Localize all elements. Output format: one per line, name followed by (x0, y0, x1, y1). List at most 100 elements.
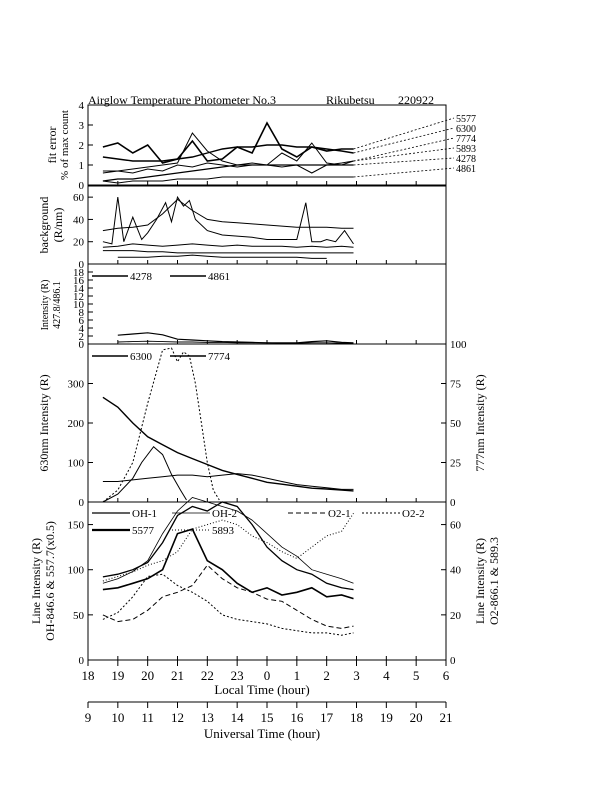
series-fit_error-7774 (102, 132, 354, 172)
series-fit_error-6300 (102, 144, 354, 162)
y-tick-label: 40 (73, 214, 85, 226)
figure-title: Airglow Temperature Photometer No.3 (88, 93, 276, 107)
y-tick-label: 0 (79, 180, 85, 192)
legend-label: 6300 (130, 351, 153, 363)
y-right-tick-label: 0 (450, 497, 456, 509)
ut-tick-label: 21 (440, 710, 453, 725)
series-oxygen-6300 (102, 396, 354, 492)
legend-label: OH-2 (212, 508, 237, 520)
lt-tick-label: 22 (201, 668, 214, 683)
y-right-tick-label: 20 (450, 610, 462, 622)
ut-tick-label: 15 (261, 710, 274, 725)
y-right-tick-label: 100 (450, 339, 467, 351)
ut-tick-label: 19 (380, 710, 393, 725)
y-tick-label: 1 (79, 160, 85, 172)
y-tick-label: 16 (73, 275, 85, 287)
y-tick-label: 60 (73, 192, 85, 204)
series-intensity_blue-4861 (117, 340, 354, 344)
data-series (102, 121, 354, 636)
ylabel-fit-error: fit error (45, 127, 59, 164)
ut-tick-label: 14 (231, 710, 245, 725)
xlabel-local-time: Local Time (hour) (214, 682, 309, 697)
ylabel-line-intensity-right-2: O2-866.1 & 589.3 (487, 537, 501, 625)
legend-label: 5577 (132, 525, 155, 537)
series-oxygen-6300-early (102, 445, 187, 503)
y-tick-label: 18 (73, 267, 85, 279)
leader-line (353, 137, 455, 162)
lt-tick-label: 23 (231, 668, 244, 683)
ylabel-line-intensity: Line Intensity (R) (29, 538, 43, 624)
y-right-tick-label: 60 (450, 520, 462, 532)
leader-line (353, 117, 455, 150)
lt-tick-label: 1 (294, 668, 301, 683)
lt-tick-label: 4 (383, 668, 390, 683)
xlabel-universal-time: Universal Time (hour) (204, 726, 320, 741)
leader-line (353, 157, 455, 166)
lt-tick-label: 21 (171, 668, 184, 683)
right-series-label: 6300 (456, 124, 476, 135)
y-tick-label: 150 (68, 520, 85, 532)
ut-tick-label: 18 (350, 710, 363, 725)
y-tick-label: 200 (68, 418, 85, 430)
series-background-bg1 (102, 195, 354, 245)
legend-label: 4278 (130, 271, 153, 283)
ylabel-oxygen-right: 777nm Intensity (R) (473, 374, 487, 471)
leader-line (353, 127, 455, 154)
series-line_intensity-o2-2 (102, 573, 354, 636)
ut-tick-label: 12 (171, 710, 184, 725)
series-background-bg2 (102, 198, 354, 232)
lt-tick-label: 18 (82, 668, 95, 683)
figure-date: 220922 (398, 93, 434, 107)
y-tick-label: 100 (68, 565, 85, 577)
series-line_intensity-oh-2 (102, 497, 354, 584)
ut-tick-label: 10 (111, 710, 124, 725)
series-fit_error-4861 (102, 176, 354, 184)
ylabel-oxygen: 630nm Intensity (R) (37, 374, 51, 471)
ut-tick-label: 16 (290, 710, 304, 725)
ut-tick-label: 9 (85, 710, 92, 725)
y-right-tick-label: 0 (450, 655, 456, 667)
y-right-tick-label: 25 (450, 458, 462, 470)
legend-label: O2-1 (328, 508, 351, 520)
lt-tick-label: 3 (353, 668, 360, 683)
y-tick-label: 3 (79, 120, 85, 132)
legend-label: 4861 (208, 271, 230, 283)
y-tick-label: 0 (79, 339, 85, 351)
series-fit_error-4278 (102, 164, 354, 182)
lt-tick-label: 5 (413, 668, 420, 683)
series-intensity_blue-4278 (117, 332, 354, 344)
y-tick-label: 0 (79, 259, 85, 271)
y-tick-label: 2 (79, 331, 85, 343)
ut-tick-label: 17 (320, 710, 334, 725)
legend-label: O2-2 (402, 508, 425, 520)
series-fit_error-5577 (102, 121, 354, 164)
figure-site: Rikubetsu (326, 93, 375, 107)
y-tick-label: 50 (73, 610, 85, 622)
right-series-label: 4278 (456, 154, 476, 165)
lt-tick-label: 6 (443, 668, 450, 683)
ut-tick-label: 11 (141, 710, 154, 725)
ylabel-background: background (37, 197, 51, 254)
right-series-label: 5893 (456, 144, 476, 155)
y-right-tick-label: 50 (450, 418, 462, 430)
legend-label: 5893 (212, 525, 235, 537)
series-line_intensity-o2-1 (102, 564, 354, 629)
ylabel-line-intensity-right: Line Intensity (R) (473, 538, 487, 624)
series-background-bg3 (102, 243, 354, 248)
y-right-tick-label: 75 (450, 379, 462, 391)
axis-ticks: 18 19 20 21 22 23 0 1 2 3 4 5 69 10 11 12 13 14 15 16 17 18 19… (68, 100, 468, 725)
lt-tick-label: 20 (141, 668, 154, 683)
lt-tick-label: 2 (323, 668, 330, 683)
ut-tick-label: 13 (201, 710, 214, 725)
series-oxygen-dashed (102, 347, 220, 503)
series-line_intensity-oh-1 (102, 501, 354, 591)
y-tick-label: 100 (68, 458, 85, 470)
y-tick-label: 8 (79, 307, 85, 319)
ylabel-intensity-blue-2: 427.8/486.1 (52, 281, 63, 329)
y-tick-label: 12 (73, 291, 84, 303)
legend-label: OH-1 (132, 508, 157, 520)
y-tick-label: 0 (79, 655, 85, 667)
y-tick-label: 2 (79, 140, 85, 152)
